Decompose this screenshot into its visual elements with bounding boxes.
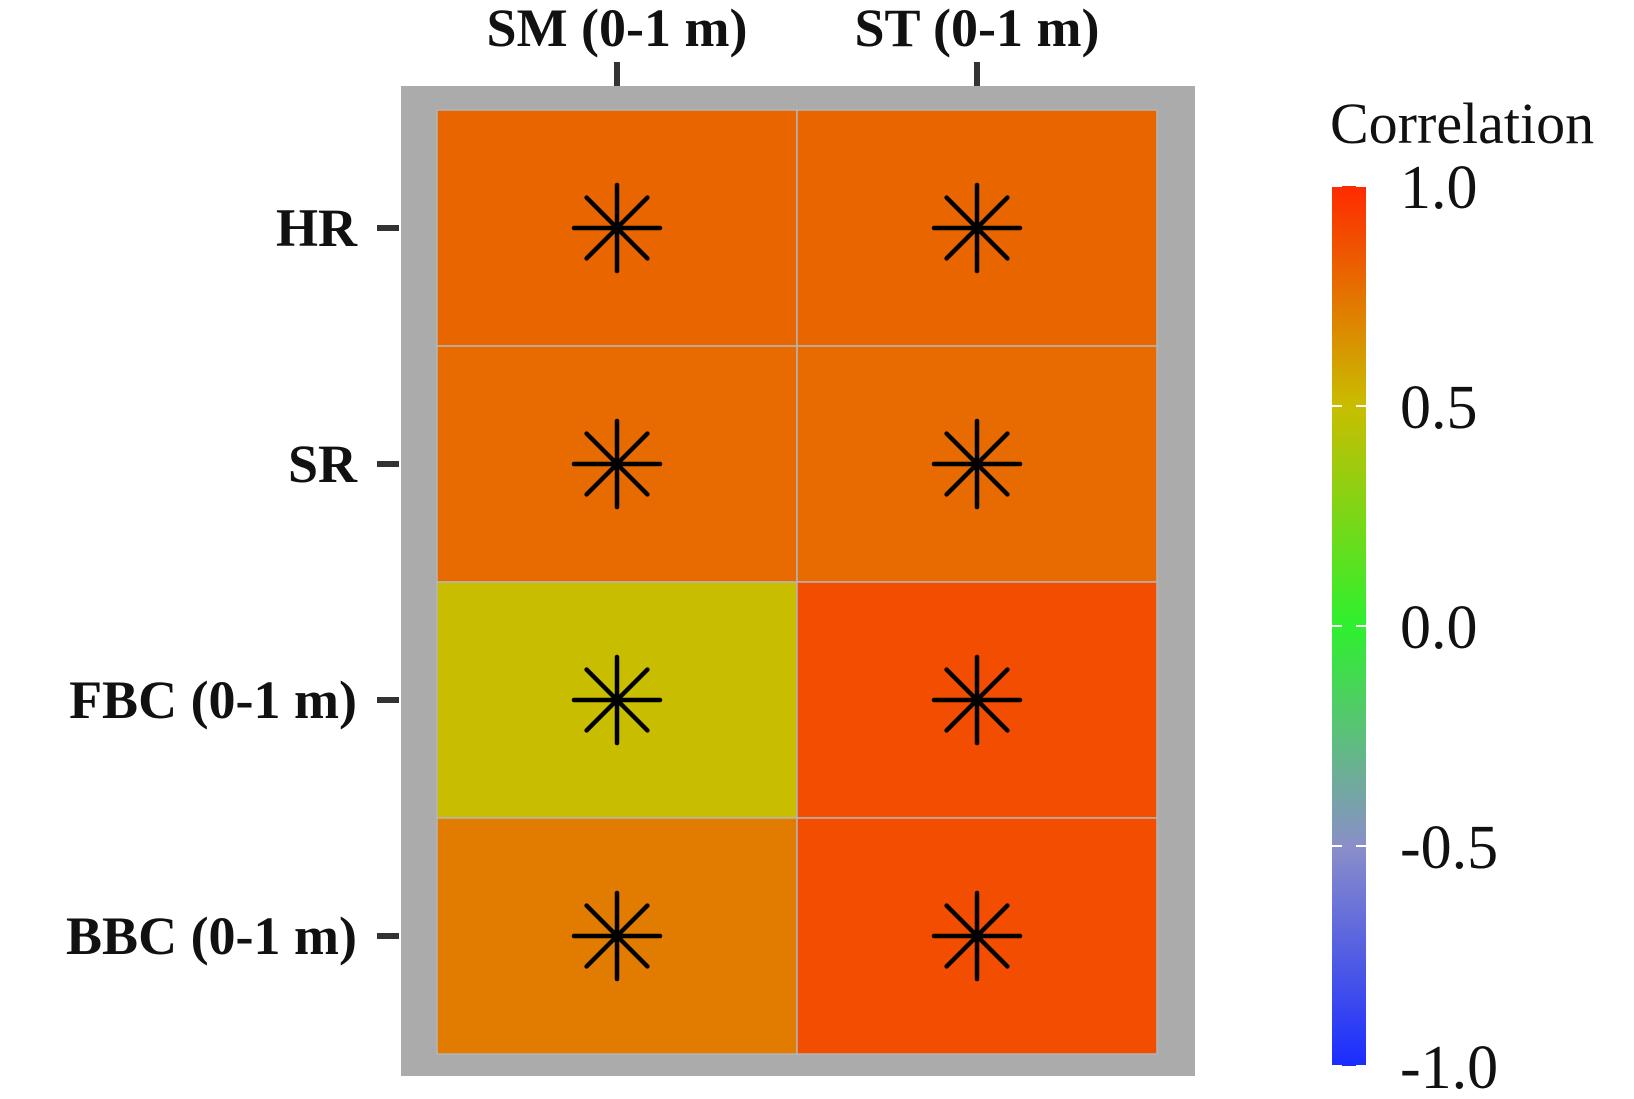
legend-tick-label: 1.0 [1400,154,1478,222]
heatmap-cells [436,109,1158,1055]
asterisk-icon [931,418,1023,510]
color-legend: Correlation 1.0 0.5 0.0 -0.5 -1.0 [1330,91,1594,1099]
x-tick-label: ST (0-1 m) [854,0,1099,58]
x-tick-label: SM (0-1 m) [487,0,748,58]
legend-tick-label: -1.0 [1400,1034,1498,1099]
y-tick-label: HR [276,198,358,258]
x-axis: SM (0-1 m) ST (0-1 m) [487,0,1100,86]
y-tick-label: BBC (0-1 m) [66,906,357,966]
legend-tick-label: 0.0 [1400,594,1478,662]
asterisk-icon [571,418,663,510]
significance-markers [571,182,1023,982]
asterisk-icon [931,654,1023,746]
legend-tick-label: 0.5 [1400,374,1478,442]
asterisk-icon [571,654,663,746]
legend-tick-label: -0.5 [1400,814,1498,882]
asterisk-icon [571,182,663,274]
y-tick-label: SR [288,434,358,494]
y-tick-label: FBC (0-1 m) [69,670,357,730]
asterisk-icon [931,890,1023,982]
y-axis: HR SR FBC (0-1 m) BBC (0-1 m) [66,198,399,966]
legend-ticks: 1.0 0.5 0.0 -0.5 -1.0 [1332,154,1498,1099]
asterisk-icon [571,890,663,982]
legend-title: Correlation [1330,91,1594,156]
asterisk-icon [931,182,1023,274]
